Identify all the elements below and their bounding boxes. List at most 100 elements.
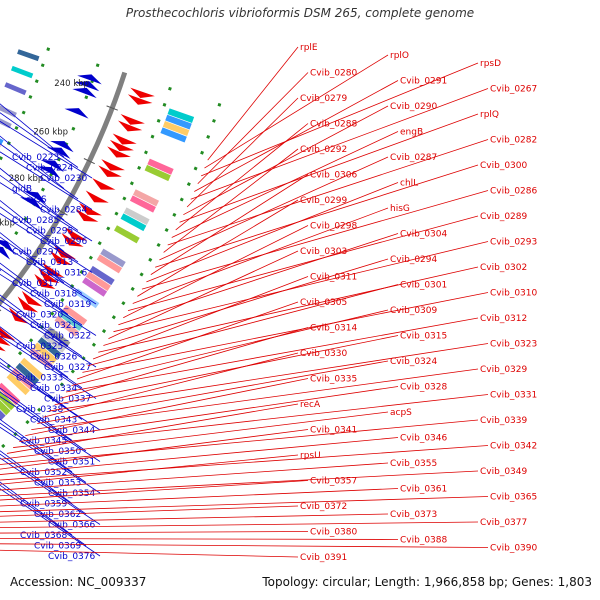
forward-gene-17 [42, 262, 64, 278]
right-gene-label: Cvib_0279 [300, 94, 348, 104]
left-gene-label: Cvib_0318 [30, 290, 78, 300]
right-gene-label: Cvib_0377 [480, 518, 527, 528]
right-gene-label: Cvib_0330 [300, 349, 348, 359]
forward-gene-25 [0, 346, 6, 352]
right-gene-label: Cvib_0335 [310, 375, 357, 385]
left-gene-label: Cvib_0230 [40, 174, 88, 184]
right-leader-line [171, 131, 399, 238]
cog-band-outer-96 [33, 342, 58, 364]
right-gene-label: Cvib_0312 [480, 314, 527, 324]
right-gene-label: Cvib_0267 [490, 85, 537, 95]
right-leader-line [0, 543, 489, 548]
cog-band-outer-88 [82, 277, 108, 297]
reverse-gene-56 [0, 246, 11, 260]
left-leader-line [0, 481, 73, 536]
right-leader-line [0, 521, 479, 529]
right-gene-label: rplE [300, 43, 318, 53]
forward-gene-2 [120, 113, 145, 125]
left-leader-line [0, 273, 97, 336]
forward-gene-24 [0, 336, 11, 346]
left-leader-line [0, 242, 97, 305]
right-gene-label: engB [400, 128, 423, 138]
right-gene-label: Cvib_0302 [480, 263, 527, 273]
right-gene-label: Cvib_0365 [490, 493, 537, 503]
left-gene-label: Cvib_0317 [12, 279, 59, 289]
left-gene-label: Cvib_0334 [30, 384, 78, 394]
reverse-gene-51 [40, 160, 64, 172]
forward-gene-7 [101, 159, 125, 171]
reverse-gene-54 [20, 197, 43, 211]
right-gene-label: Cvib_0361 [400, 485, 447, 495]
left-leader-line [0, 426, 101, 494]
cog-band-outer-94 [41, 331, 67, 353]
left-gene-label: Cvib_0319 [44, 300, 92, 310]
cog-band-outer-79 [132, 189, 160, 207]
cog-band-outer-74 [165, 114, 192, 130]
right-gene-label: Cvib_0286 [490, 187, 538, 197]
right-leader-line [141, 190, 489, 290]
left-leader-line [0, 457, 101, 525]
cog-band-outer-78 [144, 164, 171, 182]
cog-band-outer-103 [0, 390, 16, 411]
right-leader-line [0, 470, 479, 497]
left-gene-label: Cvib_0285 [12, 216, 59, 226]
right-gene-label: Cvib_0329 [480, 365, 528, 375]
right-gene-label: Cvib_0287 [390, 153, 437, 163]
forward-gene-23 [0, 327, 16, 341]
left-leader-line [0, 365, 101, 431]
left-leader-line [0, 174, 79, 231]
cog-band-outer-81 [123, 207, 150, 225]
right-leader-line [167, 139, 489, 246]
left-gene-label: Cvib_0325 [16, 342, 63, 352]
right-gene-label: Cvib_0292 [300, 145, 347, 155]
left-gene-label: Cvib_0351 [48, 458, 95, 468]
right-gene-label: Cvib_0299 [300, 196, 348, 206]
right-gene-label: Cvib_0355 [390, 459, 437, 469]
right-gene-label: Cvib_0328 [400, 383, 448, 393]
cog-band-outer-98 [20, 357, 44, 380]
right-gene-label: hisG [390, 204, 410, 214]
right-gene-label: Cvib_0391 [300, 553, 347, 563]
right-gene-label: Cvib_0339 [480, 416, 528, 426]
right-leader-line [65, 317, 479, 393]
kbp-tick-label: 260 kbp [33, 127, 68, 137]
right-gene-label: Cvib_0301 [400, 281, 447, 291]
right-leader-line [60, 327, 309, 399]
right-gene-label: Cvib_0303 [300, 247, 347, 257]
left-leader-line [0, 304, 97, 368]
forward-gene-21 [17, 296, 39, 313]
right-gene-label: Cvib_0315 [400, 332, 447, 342]
forward-gene-1 [127, 94, 153, 105]
forward-gene-20 [21, 290, 43, 307]
forward-gene-11 [79, 202, 102, 216]
left-leader-line [0, 450, 73, 504]
right-leader-line [0, 437, 399, 475]
kbp-tick-label: 280 kbp [9, 174, 44, 184]
right-leader-line [163, 148, 299, 253]
forward-gene-9 [92, 178, 116, 190]
cog-band-outer-90 [62, 304, 88, 326]
guide-ring-2 [0, 63, 100, 259]
accession-label: Accession: NC_009337 [10, 575, 147, 589]
genome-backbone [0, 71, 128, 307]
right-leader-line [155, 164, 479, 268]
left-gene-label: Cvib_0338 [16, 405, 64, 415]
right-leader-line [0, 454, 299, 485]
left-leader-line [0, 387, 73, 441]
left-gene-label: Cvib_0368 [20, 531, 68, 541]
right-leader-line [207, 46, 299, 161]
left-gene-label: gidB [12, 185, 32, 195]
cog-band-outer-92 [54, 315, 79, 337]
right-leader-line [48, 343, 489, 412]
right-gene-label: Cvib_0293 [490, 238, 537, 248]
left-gene-label: Cvib_0352 [20, 468, 67, 478]
right-gene-label: Cvib_0324 [390, 357, 438, 367]
right-leader-line [194, 80, 399, 192]
right-gene-label: Cvib_0310 [490, 289, 538, 299]
right-gene-label: Cvib_0390 [490, 544, 538, 554]
right-gene-label: Cvib_0288 [310, 120, 358, 130]
right-gene-label: Cvib_0346 [400, 434, 448, 444]
right-leader-line [0, 480, 309, 501]
right-leader-line [0, 513, 389, 523]
